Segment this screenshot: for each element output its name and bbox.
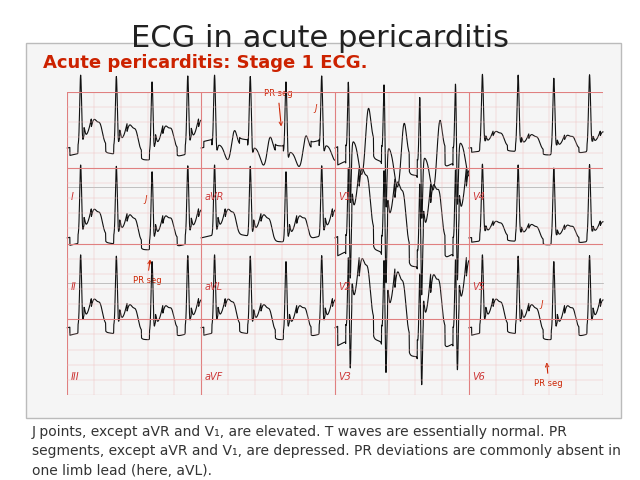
Text: V6: V6 [472, 372, 485, 382]
Text: II: II [70, 282, 76, 292]
Text: J: J [540, 300, 543, 309]
Text: PR seg: PR seg [132, 261, 161, 285]
Text: J: J [314, 104, 317, 113]
Text: aVR: aVR [204, 192, 223, 203]
Text: V2: V2 [338, 282, 351, 292]
Text: V1: V1 [338, 192, 351, 203]
Text: aVL: aVL [204, 282, 222, 292]
Text: aVF: aVF [204, 372, 223, 382]
Text: V3: V3 [338, 372, 351, 382]
Text: PR seg: PR seg [264, 89, 292, 125]
Text: J points, except aVR and V₁, are elevated. T waves are essentially normal. PR
se: J points, except aVR and V₁, are elevate… [32, 425, 621, 478]
Text: PR seg: PR seg [534, 363, 563, 388]
Text: V4: V4 [472, 192, 485, 203]
Text: J: J [145, 195, 147, 204]
Text: I: I [70, 192, 73, 203]
Text: Acute pericarditis: Stage 1 ECG.: Acute pericarditis: Stage 1 ECG. [44, 54, 368, 72]
Text: ECG in acute pericarditis: ECG in acute pericarditis [131, 24, 509, 53]
Text: V5: V5 [472, 282, 485, 292]
Text: III: III [70, 372, 79, 382]
